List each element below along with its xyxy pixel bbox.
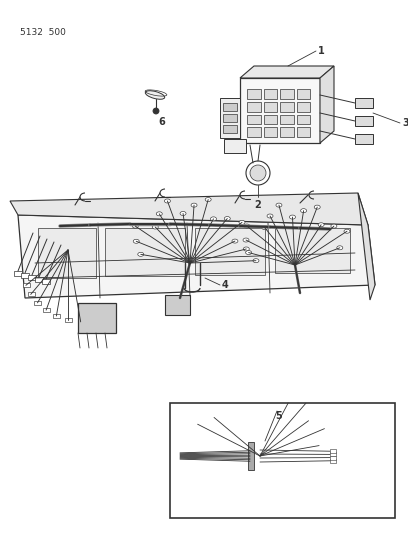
Ellipse shape bbox=[344, 229, 350, 233]
Text: 5132  500: 5132 500 bbox=[20, 28, 66, 37]
Ellipse shape bbox=[276, 203, 282, 207]
Bar bbox=[297, 115, 310, 124]
Bar bbox=[248, 442, 254, 470]
Circle shape bbox=[250, 165, 266, 181]
Bar bbox=[280, 127, 293, 137]
Ellipse shape bbox=[301, 209, 306, 213]
Bar bbox=[28, 275, 36, 280]
Bar bbox=[247, 89, 260, 99]
Polygon shape bbox=[18, 215, 375, 298]
Bar bbox=[330, 453, 336, 456]
Polygon shape bbox=[10, 193, 368, 225]
Bar bbox=[21, 273, 29, 278]
Bar bbox=[297, 127, 310, 137]
Bar bbox=[38, 228, 96, 278]
Bar bbox=[28, 293, 35, 296]
Text: 4: 4 bbox=[222, 280, 229, 290]
Bar bbox=[355, 116, 373, 126]
Bar bbox=[240, 78, 320, 143]
Bar bbox=[330, 459, 336, 463]
Bar bbox=[23, 284, 30, 287]
Ellipse shape bbox=[191, 203, 197, 207]
Ellipse shape bbox=[164, 199, 171, 203]
Ellipse shape bbox=[253, 259, 259, 263]
Bar bbox=[14, 271, 22, 276]
Polygon shape bbox=[320, 66, 334, 143]
Bar bbox=[330, 456, 336, 459]
Ellipse shape bbox=[244, 224, 250, 228]
Ellipse shape bbox=[211, 217, 217, 221]
Bar bbox=[264, 115, 277, 124]
Bar bbox=[223, 114, 237, 122]
Ellipse shape bbox=[243, 238, 249, 242]
Text: 3: 3 bbox=[402, 118, 408, 128]
Ellipse shape bbox=[152, 225, 158, 229]
Ellipse shape bbox=[318, 223, 324, 227]
Bar bbox=[43, 308, 50, 312]
Bar bbox=[355, 98, 373, 108]
Bar bbox=[280, 102, 293, 111]
Circle shape bbox=[153, 108, 159, 114]
Circle shape bbox=[246, 161, 270, 185]
Bar bbox=[224, 139, 246, 153]
Ellipse shape bbox=[133, 239, 139, 243]
Ellipse shape bbox=[224, 216, 230, 221]
Bar bbox=[280, 115, 293, 124]
Ellipse shape bbox=[331, 224, 337, 228]
Ellipse shape bbox=[243, 247, 249, 251]
Bar bbox=[264, 127, 277, 137]
Bar bbox=[330, 449, 336, 453]
Ellipse shape bbox=[262, 225, 268, 230]
Bar bbox=[78, 303, 116, 333]
Ellipse shape bbox=[239, 220, 245, 224]
Ellipse shape bbox=[156, 212, 162, 216]
Ellipse shape bbox=[314, 205, 320, 209]
Text: 5: 5 bbox=[275, 411, 282, 421]
Bar bbox=[297, 102, 310, 111]
Ellipse shape bbox=[138, 252, 144, 256]
Polygon shape bbox=[240, 66, 334, 78]
Bar bbox=[65, 318, 72, 322]
Bar bbox=[280, 89, 293, 99]
Bar bbox=[78, 320, 85, 324]
Bar bbox=[35, 277, 43, 282]
Polygon shape bbox=[358, 193, 375, 300]
Bar bbox=[170, 403, 395, 518]
Ellipse shape bbox=[232, 239, 238, 243]
Ellipse shape bbox=[290, 215, 295, 219]
Bar bbox=[247, 115, 260, 124]
Bar bbox=[53, 314, 60, 318]
Bar bbox=[275, 228, 350, 273]
Bar bbox=[35, 301, 42, 305]
Ellipse shape bbox=[246, 251, 252, 255]
Bar bbox=[355, 134, 373, 144]
Bar bbox=[247, 127, 260, 137]
Text: 6: 6 bbox=[159, 117, 165, 127]
Bar bbox=[105, 228, 185, 276]
Bar bbox=[195, 228, 265, 275]
Ellipse shape bbox=[145, 91, 165, 99]
Bar bbox=[165, 295, 190, 315]
Bar bbox=[264, 89, 277, 99]
Ellipse shape bbox=[337, 246, 343, 250]
Bar bbox=[223, 125, 237, 133]
Bar bbox=[223, 103, 237, 111]
Bar bbox=[42, 279, 50, 284]
Text: 1: 1 bbox=[318, 46, 325, 56]
Text: 2: 2 bbox=[255, 200, 262, 210]
Ellipse shape bbox=[180, 212, 186, 215]
Ellipse shape bbox=[205, 198, 211, 201]
Ellipse shape bbox=[267, 214, 273, 218]
Bar bbox=[297, 89, 310, 99]
Bar bbox=[220, 98, 240, 138]
Bar bbox=[247, 102, 260, 111]
Ellipse shape bbox=[132, 224, 138, 228]
Bar bbox=[264, 102, 277, 111]
